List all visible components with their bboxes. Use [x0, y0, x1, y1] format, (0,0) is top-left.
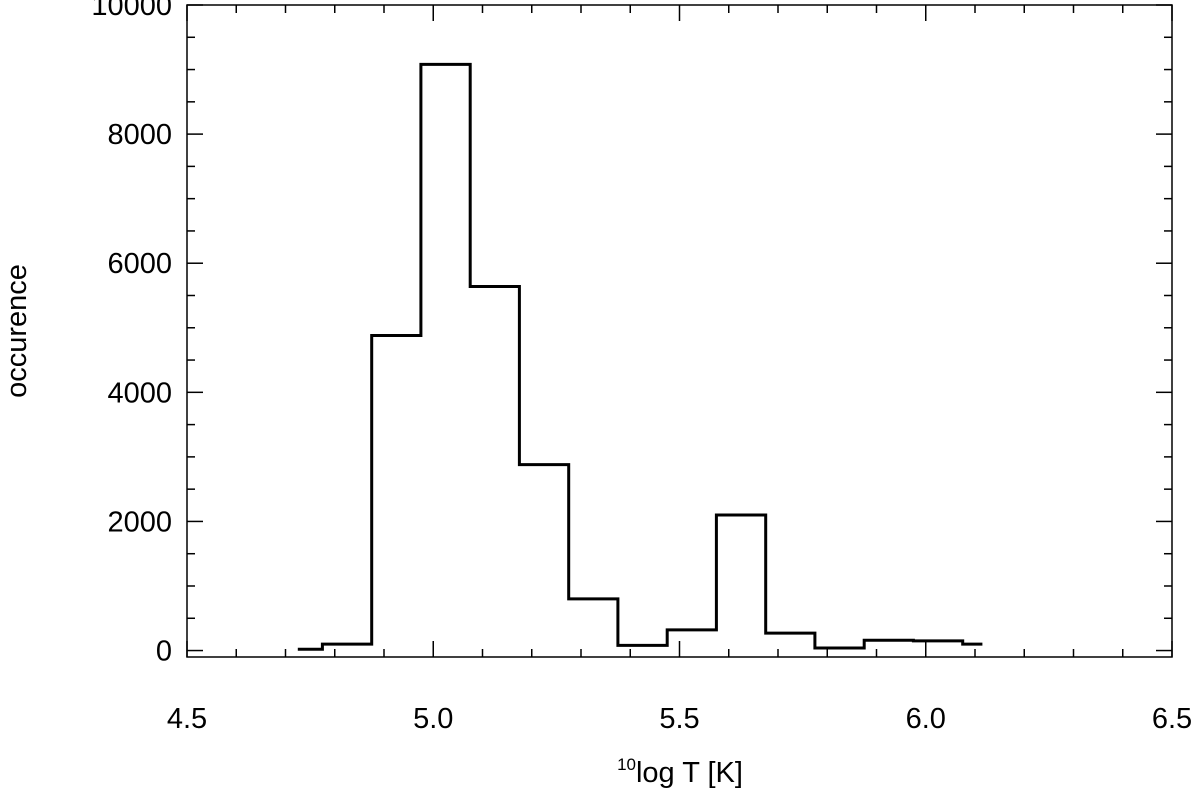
plot-frame: [186, 4, 1173, 658]
x-tick-label: 5.0: [413, 703, 453, 735]
y-tick-label: 0: [156, 636, 172, 668]
y-tick-label: 4000: [107, 377, 172, 409]
histogram-series: [297, 62, 983, 651]
x-tick-label: 4.5: [167, 703, 207, 735]
x-tick-label: 5.5: [659, 703, 699, 735]
x-tick-label: 6.5: [1152, 703, 1192, 735]
x-axis-label: 10log T [K]: [617, 755, 743, 789]
x-axis-label-superscript: 10: [617, 755, 636, 774]
y-tick-label: 8000: [107, 119, 172, 151]
x-axis-label-text: log T [K]: [636, 757, 743, 789]
y-axis-label: occurence: [1, 264, 33, 398]
y-axis-ticks: 0 2000 4000 6000 8000 10000: [91, 0, 1172, 668]
y-tick-label: 2000: [107, 506, 172, 538]
x-tick-label: 6.0: [906, 703, 946, 735]
y-tick-label: 10000: [91, 0, 172, 22]
y-tick-label: 6000: [107, 248, 172, 280]
x-axis-ticks: 4.5 5.0 5.5 6.0 6.5: [167, 5, 1192, 735]
